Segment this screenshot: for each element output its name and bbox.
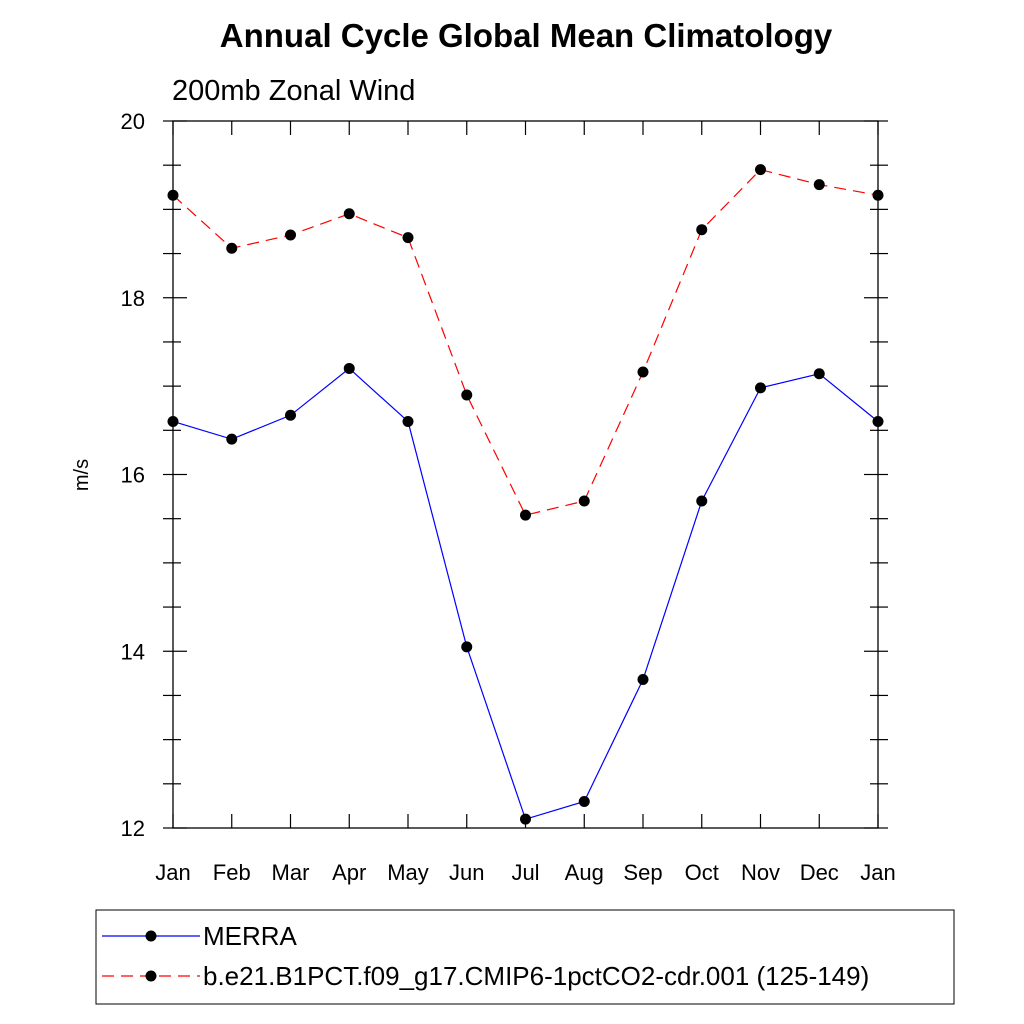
x-tick-label: Mar [272, 860, 310, 885]
data-point [461, 641, 473, 653]
data-point [520, 509, 531, 521]
data-point [637, 674, 649, 686]
data-point [226, 242, 238, 254]
data-point [696, 495, 708, 507]
x-tick-label: Apr [332, 860, 366, 885]
data-point [578, 795, 590, 807]
data-point [402, 232, 414, 244]
data-point [872, 189, 884, 201]
legend: MERRA b.e21.B1PCT.f09_g17.CMIP6-1pctCO2-c… [102, 921, 869, 991]
y-axis-label: m/s [71, 459, 93, 491]
y-tick-label: 18 [121, 286, 145, 311]
y-tick-label: 16 [121, 463, 145, 488]
data-point [285, 229, 296, 241]
x-tick-label: Jul [511, 860, 539, 885]
data-point [520, 813, 531, 825]
data-point [755, 164, 766, 176]
data-point [813, 179, 825, 191]
x-tick-label: Jun [449, 860, 484, 885]
x-tick-label: Nov [741, 860, 780, 885]
axis-ticks [163, 120, 888, 829]
y-tick-labels: 12 14 16 18 20 [121, 109, 145, 841]
plot-frame [172, 120, 879, 829]
legend-marker [145, 970, 157, 982]
x-tick-label: May [387, 860, 429, 885]
data-point [343, 362, 355, 374]
data-point [461, 389, 473, 401]
chart-title: Annual Cycle Global Mean Climatology [220, 17, 833, 54]
data-point [226, 433, 238, 445]
x-tick-label: Aug [565, 860, 604, 885]
legend-label: b.e21.B1PCT.f09_g17.CMIP6-1pctCO2-cdr.00… [203, 961, 869, 991]
x-tick-label: Jan [860, 860, 895, 885]
data-point [167, 189, 179, 201]
x-tick-label: Oct [685, 860, 719, 885]
data-point [285, 409, 296, 421]
data-point [813, 368, 825, 380]
legend-marker [145, 930, 157, 942]
x-tick-label: Sep [623, 860, 662, 885]
data-point [578, 495, 590, 507]
data-point [755, 382, 766, 394]
series-line [172, 367, 879, 820]
y-tick-label: 14 [121, 639, 145, 664]
legend-label: MERRA [203, 921, 298, 951]
x-tick-label: Dec [800, 860, 839, 885]
series-group [167, 164, 884, 825]
series-line [172, 168, 879, 516]
data-point [343, 208, 355, 220]
chart-subtitle: 200mb Zonal Wind [172, 75, 415, 107]
y-tick-label: 20 [121, 109, 145, 134]
legend-box [95, 909, 955, 1005]
x-tick-labels: Jan Feb Mar Apr May Jun Jul Aug Sep Oct Nov Dec Jan [155, 860, 895, 885]
x-tick-label: Jan [155, 860, 190, 885]
data-point [167, 415, 179, 427]
data-point [872, 415, 884, 427]
data-point [402, 415, 414, 427]
data-point [637, 366, 649, 378]
y-tick-label: 12 [121, 816, 145, 841]
x-tick-label: Feb [213, 860, 251, 885]
data-point [696, 224, 708, 236]
